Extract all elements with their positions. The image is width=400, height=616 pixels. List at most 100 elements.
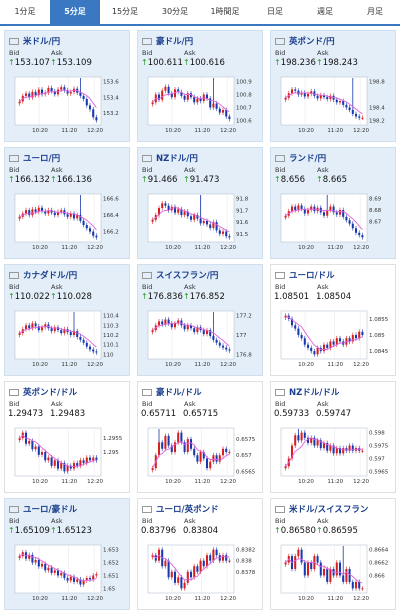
candle-body bbox=[177, 89, 180, 92]
candle-body bbox=[186, 439, 189, 452]
candle-body bbox=[31, 554, 34, 563]
candle-body bbox=[157, 442, 161, 456]
y-tick-label: 0.6575 bbox=[236, 437, 256, 443]
x-tick-label: 11:20 bbox=[61, 479, 77, 485]
candle-body bbox=[354, 335, 358, 339]
pair-name[interactable]: 英ポンド/ドル bbox=[23, 388, 78, 398]
candle-body bbox=[31, 209, 34, 216]
card-title: 米ドル/円 bbox=[9, 35, 60, 47]
rate-card[interactable]: NZドル/ドル Bid Ask 0.59733 0.59747 0.598 0.5975 0.… bbox=[270, 381, 396, 493]
pair-name[interactable]: ユーロ/円 bbox=[23, 154, 61, 164]
pair-name[interactable]: ユーロ/豪ドル bbox=[23, 505, 78, 515]
rate-card[interactable]: スイスフラン/円 Bid Ask ↑176.836 ↑176.852 177.2 177 17… bbox=[137, 264, 263, 376]
y-tick-label: 1.2955 bbox=[103, 436, 123, 442]
candle-body bbox=[37, 326, 40, 331]
candle-body bbox=[313, 437, 316, 446]
rate-card[interactable]: ユーロ/豪ドル Bid Ask ↑1.65109 ↑1.65123 1.653 1.652 1… bbox=[4, 498, 130, 610]
candle-body bbox=[228, 452, 231, 453]
rate-card[interactable]: 米ドル/スイスフラン Bid Ask ↑0.86580 ↑0.86595 0.8664 0.… bbox=[270, 498, 396, 610]
rate-card[interactable]: ユーロ/ドル Bid Ask 1.08501 1.08504 1.0855 1.085 1.0… bbox=[270, 264, 396, 376]
card-title: ユーロ/英ポンド bbox=[142, 503, 219, 515]
candle-body bbox=[177, 320, 180, 324]
y-tick-label: 1.651 bbox=[103, 573, 119, 579]
candle-body bbox=[310, 437, 313, 443]
ask-label: Ask bbox=[317, 517, 329, 525]
ask-value: ↑1.65123 bbox=[50, 526, 92, 536]
candle-body bbox=[202, 330, 205, 335]
y-tick-label: 176.8 bbox=[236, 352, 252, 358]
candle-body bbox=[60, 87, 63, 90]
up-arrow-icon: ↑ bbox=[8, 58, 15, 67]
tab-5[interactable]: 1時間足 bbox=[210, 7, 240, 16]
pair-name[interactable]: ユーロ/英ポンド bbox=[156, 505, 219, 515]
rate-card[interactable]: 豪ドル/ドル Bid Ask 0.65711 0.65715 0.6575 0.657 0.6… bbox=[137, 381, 263, 493]
candle-body bbox=[31, 323, 34, 329]
rate-card[interactable]: 英ポンド/円 Bid Ask ↑198.236 ↑198.243 198.8 198.4 19… bbox=[270, 30, 396, 142]
pair-name[interactable]: 米ドル/円 bbox=[23, 37, 61, 47]
pair-name[interactable]: 米ドル/スイスフラン bbox=[289, 505, 369, 515]
tab-6[interactable]: 日足 bbox=[267, 7, 283, 16]
ask-text: 0.65715 bbox=[183, 409, 219, 419]
candle-body bbox=[34, 209, 37, 212]
candle-body bbox=[329, 569, 332, 582]
y-tick-label: 110.1 bbox=[103, 343, 119, 349]
candle-body bbox=[306, 210, 310, 214]
candle-body bbox=[82, 460, 85, 464]
candle-body bbox=[183, 325, 186, 330]
candle-body bbox=[180, 209, 183, 216]
candle-body bbox=[47, 87, 50, 93]
y-tick-label: 91.6 bbox=[236, 220, 249, 226]
rate-card[interactable]: ユーロ/円 Bid Ask ↑166.132 ↑166.136 166.6 166.4 166… bbox=[4, 147, 130, 259]
candlestick-chart: 1.2955 1.295 10:20 11:20 12:20 bbox=[14, 427, 123, 485]
ask-label: Ask bbox=[184, 283, 196, 291]
pair-name[interactable]: ユーロ/ドル bbox=[289, 271, 335, 281]
candle-body bbox=[297, 205, 300, 211]
rate-card[interactable]: 米ドル/円 Bid Ask ↑153.107 ↑153.109 153.6 153.4 153… bbox=[4, 30, 130, 142]
pair-name[interactable]: カナダドル/円 bbox=[23, 271, 78, 281]
tab-2[interactable]: 5分足 bbox=[50, 0, 100, 24]
candle-body bbox=[161, 442, 164, 449]
rate-card[interactable]: 英ポンド/ドル Bid Ask 1.29473 1.29483 1.2955 1.295 10… bbox=[4, 381, 130, 493]
candle-body bbox=[326, 97, 329, 100]
x-tick-label: 10:20 bbox=[165, 362, 181, 368]
pair-name[interactable]: スイスフラン/円 bbox=[156, 271, 219, 281]
rate-card[interactable]: ランド/円 Bid Ask ↑8.656 ↑8.665 8.69 8.68 8.67 10:20… bbox=[270, 147, 396, 259]
x-tick-label: 11:20 bbox=[194, 362, 210, 368]
x-tick-label: 12:20 bbox=[220, 479, 236, 485]
rate-card[interactable]: ユーロ/英ポンド Bid Ask 0.83796 0.83804 0.8382 0.838 0… bbox=[137, 498, 263, 610]
tab-8[interactable]: 月足 bbox=[367, 7, 383, 16]
candle-body bbox=[342, 210, 345, 217]
y-tick-label: 1.0845 bbox=[369, 349, 389, 355]
y-tick-label: 91.8 bbox=[236, 197, 249, 203]
candle-body bbox=[212, 222, 215, 228]
candle-body bbox=[310, 347, 313, 352]
candle-body bbox=[60, 463, 63, 469]
tab-1[interactable]: 1分足 bbox=[14, 7, 36, 16]
pair-name[interactable]: 豪ドル/円 bbox=[156, 37, 194, 47]
pair-name[interactable]: NZドル/円 bbox=[156, 154, 198, 164]
rate-card[interactable]: NZドル/円 Bid Ask ↑91.466 ↑91.473 91.8 91.7 91.6 91… bbox=[137, 147, 263, 259]
bid-text: 0.83796 bbox=[141, 526, 177, 536]
tab-7[interactable]: 週足 bbox=[317, 7, 333, 16]
card-title: NZドル/ドル bbox=[275, 386, 339, 398]
pair-name[interactable]: 豪ドル/ドル bbox=[156, 388, 202, 398]
y-tick-label: 153.4 bbox=[103, 95, 119, 101]
moving-average-line bbox=[19, 434, 97, 468]
tab-3[interactable]: 15分足 bbox=[111, 7, 139, 16]
y-tick-label: 110.3 bbox=[103, 323, 119, 329]
candle-body bbox=[228, 560, 231, 562]
card-title: ユーロ/ドル bbox=[275, 269, 335, 281]
pair-name[interactable]: 英ポンド/円 bbox=[289, 37, 335, 47]
pair-name[interactable]: ランド/円 bbox=[289, 154, 327, 164]
rate-card[interactable]: カナダドル/円 Bid Ask ↑110.022 ↑110.028 110.4 110.3 1… bbox=[4, 264, 130, 376]
candle-body bbox=[28, 325, 31, 329]
candle-body bbox=[215, 455, 218, 462]
pair-name[interactable]: NZドル/ドル bbox=[289, 388, 340, 398]
ask-text: 91.473 bbox=[189, 175, 220, 185]
tab-4[interactable]: 30分足 bbox=[161, 7, 189, 16]
candle-body bbox=[209, 461, 212, 469]
rate-card[interactable]: 豪ドル/円 Bid Ask ↑100.611 ↑100.616 100.9 100.8 100… bbox=[137, 30, 263, 142]
flag-icon bbox=[275, 271, 285, 279]
moving-average-line bbox=[19, 89, 97, 109]
candle-body bbox=[358, 116, 361, 118]
